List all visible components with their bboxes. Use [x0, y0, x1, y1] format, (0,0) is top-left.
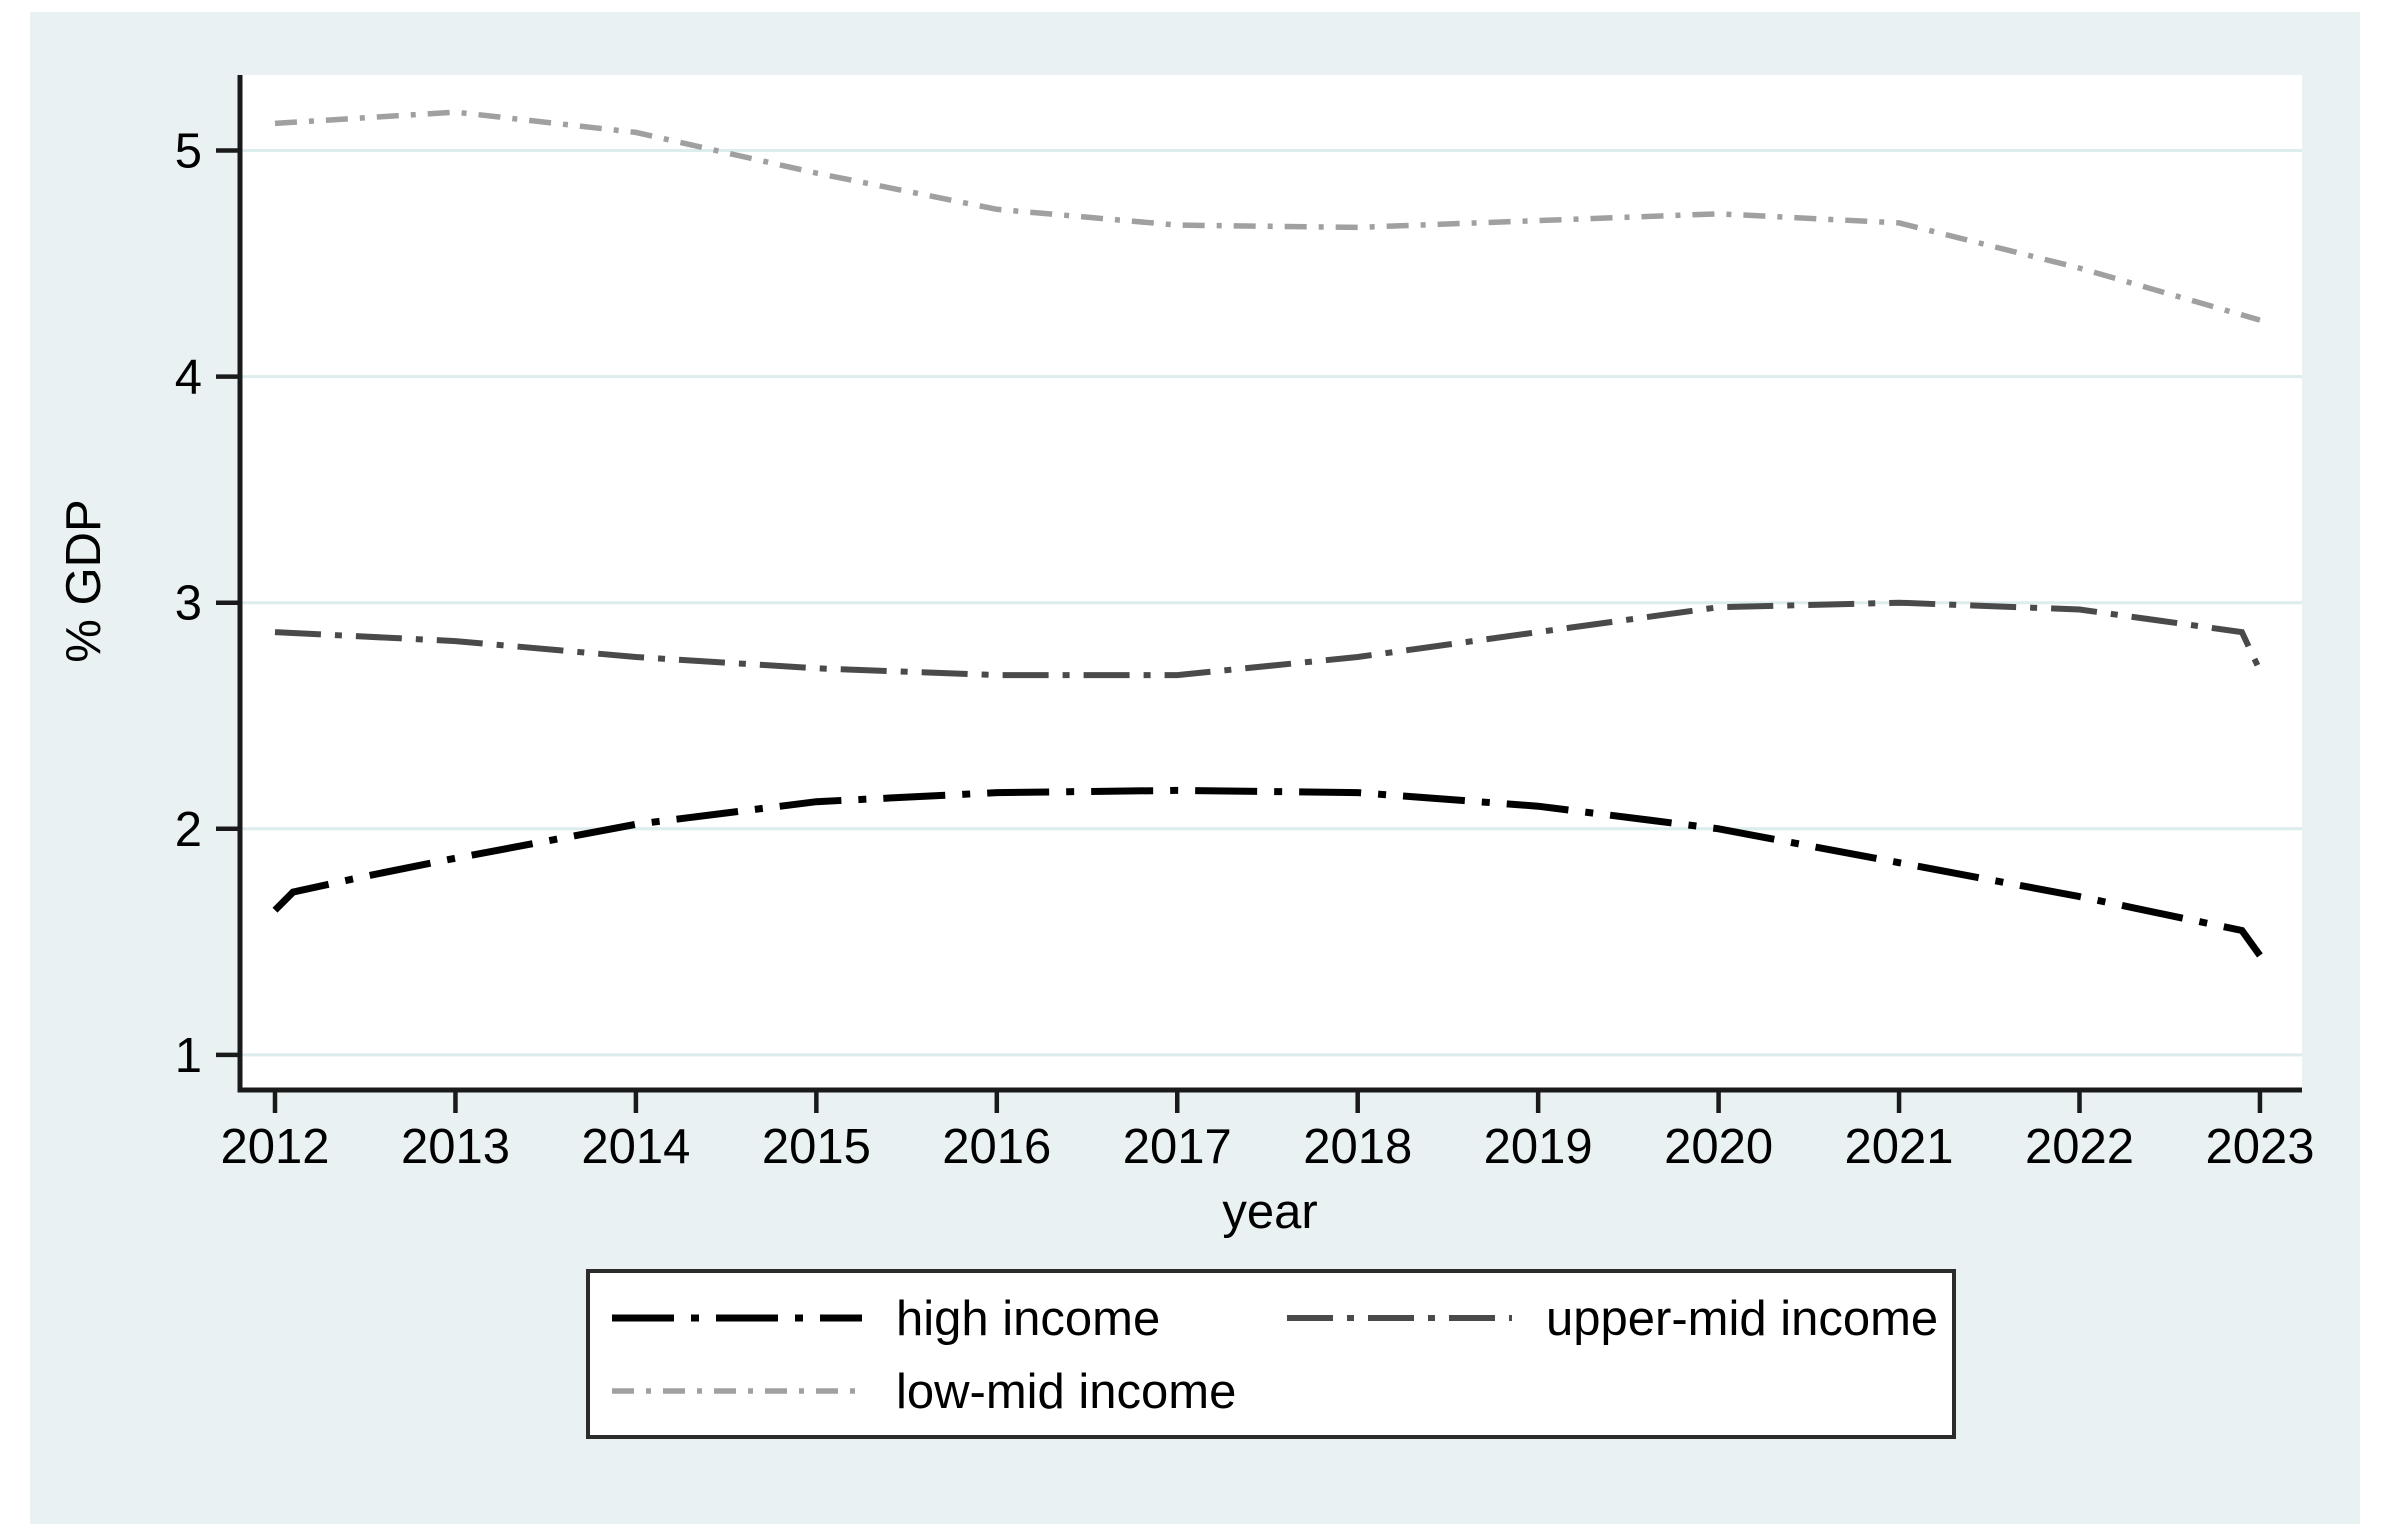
x-tick-label: 2017	[1123, 1120, 1232, 1174]
x-tick-label: 2012	[220, 1120, 329, 1174]
x-tick-label: 2016	[942, 1120, 1051, 1174]
x-tick-label: 2022	[2025, 1120, 2134, 1174]
x-tick-label: 2021	[1845, 1120, 1954, 1174]
x-tick-label: 2019	[1484, 1120, 1593, 1174]
x-tick-label: 2020	[1664, 1120, 1773, 1174]
x-tick-label: 2018	[1303, 1120, 1412, 1174]
y-tick-label: 4	[175, 351, 202, 405]
x-ticks: 2012 2013 2014 2015 2016 2017 2018 2019 2020 2021…	[220, 1090, 2314, 1174]
y-tick-label: 3	[175, 577, 202, 631]
series-lines	[272, 109, 2263, 958]
x-tick-label: 2023	[2205, 1120, 2314, 1174]
x-tick-label: 2015	[762, 1120, 871, 1174]
legend-box	[586, 1269, 1956, 1439]
axes	[237, 75, 2302, 1093]
y-tick-label: 2	[175, 803, 202, 857]
legend: high income upper-mid income low-mid inc…	[586, 1269, 1956, 1439]
series-line-upper-mid-income	[274, 599, 2263, 679]
y-ticks: 1 2 3 4 5	[175, 125, 240, 1083]
legend-label-upper-mid-income: upper-mid income	[1546, 1292, 1938, 1346]
y-axis-title: % GDP	[57, 499, 111, 662]
x-axis-title: year	[1222, 1185, 1317, 1239]
legend-label-high-income: high income	[896, 1292, 1160, 1346]
y-tick-label: 5	[175, 125, 202, 179]
legend-label-low-mid-income: low-mid income	[896, 1365, 1236, 1419]
series-line-high-income	[272, 786, 2263, 958]
x-tick-label: 2013	[401, 1120, 510, 1174]
plot-area	[238, 75, 2302, 1088]
x-tick-label: 2014	[581, 1120, 690, 1174]
gridlines	[240, 149, 2302, 1057]
y-tick-label: 1	[175, 1029, 202, 1083]
